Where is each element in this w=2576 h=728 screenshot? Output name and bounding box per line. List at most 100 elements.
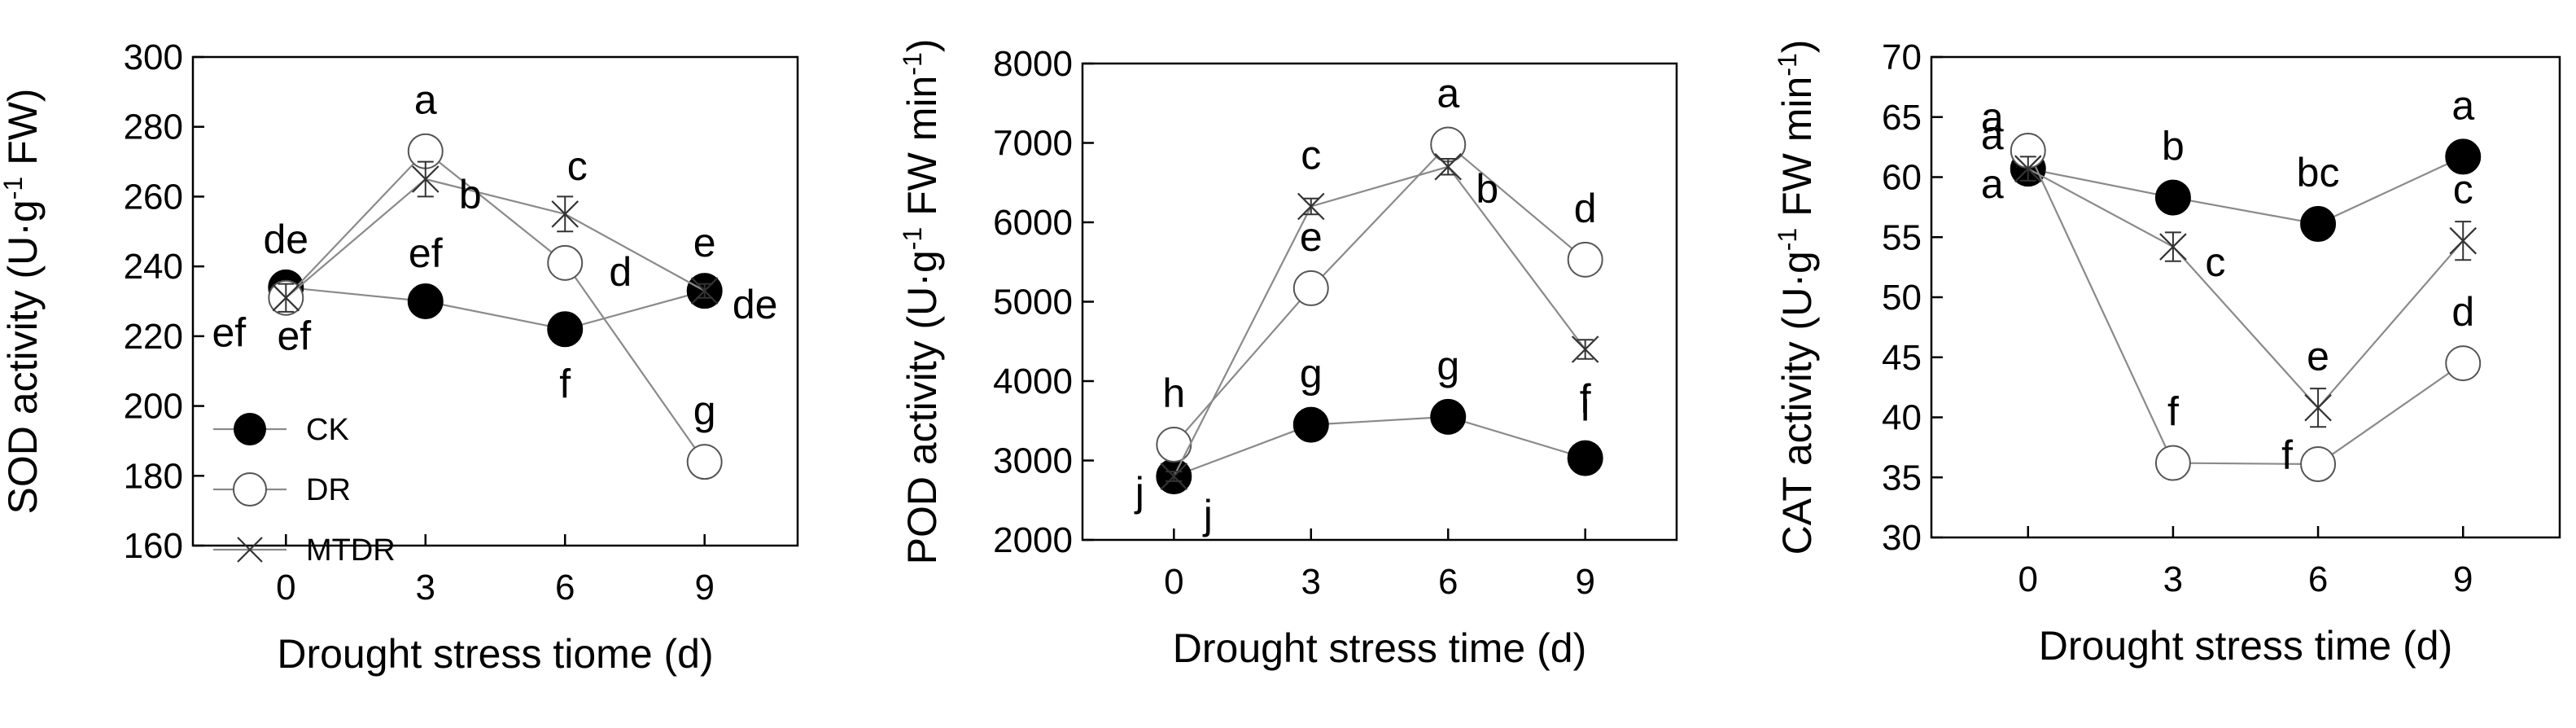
- x-axis-title: Drought stress time (d): [1173, 625, 1586, 671]
- x-marker-stroke: [2304, 393, 2332, 422]
- series-line-dr: [1173, 143, 1586, 445]
- point-dr: [2154, 445, 2191, 481]
- point-mtdr: [411, 165, 440, 193]
- series-line-mtdr: [285, 178, 706, 299]
- y-tick-label: 35: [1882, 458, 1922, 498]
- point-ck: [2154, 179, 2191, 216]
- x-tick-label: 9: [2453, 559, 2473, 599]
- point-mtdr: [2159, 233, 2187, 261]
- significance-label: a: [414, 77, 437, 123]
- point-mtdr: [1297, 192, 1325, 221]
- legend-label: CK: [306, 413, 349, 447]
- y-axis-title-part: CAT activity (U·g: [1774, 251, 1820, 555]
- significance-label: a: [1981, 94, 2004, 140]
- significance-label: b: [1476, 166, 1498, 212]
- series-line-dr: [2027, 150, 2464, 466]
- y-tick-label: 4000: [993, 362, 1073, 401]
- y-tick-label: 7000: [993, 124, 1073, 164]
- y-tick-label: 30: [1882, 518, 1922, 558]
- y-axis-title-part: POD activity (U·g: [899, 250, 945, 564]
- significance-label: c: [567, 143, 588, 189]
- point-ck: [547, 311, 584, 348]
- x-marker-stroke: [1297, 192, 1325, 221]
- point-mtdr: [1434, 152, 1463, 181]
- point-ck: [2445, 138, 2482, 175]
- y-axis-title-part: FW): [0, 89, 46, 177]
- y-axis-title-part: FW min: [1774, 77, 1820, 228]
- x-marker-stroke: [2449, 226, 2478, 255]
- y-tick-label: 55: [1882, 217, 1922, 257]
- point-dr: [686, 444, 723, 480]
- y-tick-label: 65: [1882, 98, 1922, 138]
- point-mtdr: [1160, 463, 1188, 490]
- significance-label: e: [2307, 334, 2329, 379]
- x-marker-stroke: [551, 200, 579, 228]
- y-tick-label: 160: [124, 526, 183, 566]
- significance-label: f: [2167, 389, 2179, 435]
- x-tick-label: 9: [1575, 562, 1594, 602]
- y-axis-title: SOD activity (U·g-1 FW): [0, 89, 46, 515]
- y-tick-label: 300: [124, 37, 183, 77]
- y-axis-title-sup: -1: [898, 52, 927, 75]
- significance-label: f: [1580, 376, 1591, 422]
- x-tick-label: 3: [2163, 559, 2183, 599]
- y-tick-label: 6000: [993, 203, 1073, 243]
- significance-label: b: [459, 172, 482, 217]
- significance-label: d: [609, 249, 632, 295]
- significance-label: g: [693, 388, 716, 433]
- point-mtdr: [1571, 335, 1599, 363]
- significance-label: e: [693, 220, 716, 265]
- significance-label: c: [2205, 239, 2225, 285]
- significance-label: g: [1437, 343, 1459, 388]
- significance-label: f: [559, 361, 571, 406]
- point-ck: [1430, 398, 1467, 435]
- x-tick-label: 3: [1301, 562, 1321, 602]
- x-tick-label: 6: [1438, 562, 1458, 602]
- significance-label: bc: [2297, 150, 2340, 195]
- y-axis-title-sup: -1: [0, 177, 28, 200]
- y-tick-label: 8000: [993, 44, 1073, 84]
- point-dr: [1430, 126, 1467, 163]
- legend: CK DR MTDR: [213, 413, 396, 568]
- series-line-ck: [2027, 156, 2464, 226]
- x-marker-stroke: [2014, 155, 2042, 182]
- significance-label: ef: [277, 314, 311, 359]
- y-tick-label: 40: [1882, 398, 1922, 438]
- significance-label: ef: [212, 310, 246, 356]
- significance-label: a: [1981, 112, 2004, 158]
- significance-label: d: [2451, 289, 2474, 335]
- y-tick-label: 200: [124, 387, 183, 427]
- significance-label: a: [1437, 70, 1459, 116]
- x-tick-label: 3: [416, 568, 435, 607]
- significance-label: f: [2281, 432, 2293, 478]
- point-mtdr: [551, 200, 579, 228]
- series-line-mtdr: [1173, 165, 1586, 477]
- pod-panel: 2000 3000 4000 5000 6000 7000 8000 0 3 6 9 Drought …: [898, 39, 1678, 671]
- y-axis-title-sup: -1: [1773, 53, 1802, 76]
- x-tick-label: 9: [694, 568, 714, 607]
- significance-label: a: [2451, 82, 2474, 128]
- point-dr: [2445, 345, 2482, 382]
- significance-label: h: [1162, 371, 1185, 416]
- point-dr: [1292, 270, 1329, 306]
- y-tick-label: 180: [124, 456, 183, 496]
- series-line-ck: [286, 286, 705, 331]
- series-line-ck: [1173, 415, 1586, 478]
- significance-label: d: [1574, 186, 1597, 231]
- y-axis-title: POD activity (U·g-1 FW min-1): [898, 39, 945, 565]
- y-tick-label: 50: [1882, 278, 1922, 318]
- point-ck: [2300, 206, 2337, 243]
- y-axis-title-sup: -1: [1773, 228, 1802, 251]
- point-dr: [2300, 446, 2337, 483]
- significance-label: a: [1981, 161, 2004, 207]
- significance-label: j: [1134, 469, 1144, 515]
- point-ck: [1292, 406, 1329, 443]
- y-axis-title-sup: -1: [898, 227, 927, 250]
- y-axis-title-part: ): [1774, 40, 1820, 54]
- x-tick-label: 6: [2308, 559, 2328, 599]
- x-marker-stroke: [411, 165, 440, 193]
- x-tick-label: 6: [555, 568, 575, 607]
- x-tick-label: 0: [2018, 559, 2038, 599]
